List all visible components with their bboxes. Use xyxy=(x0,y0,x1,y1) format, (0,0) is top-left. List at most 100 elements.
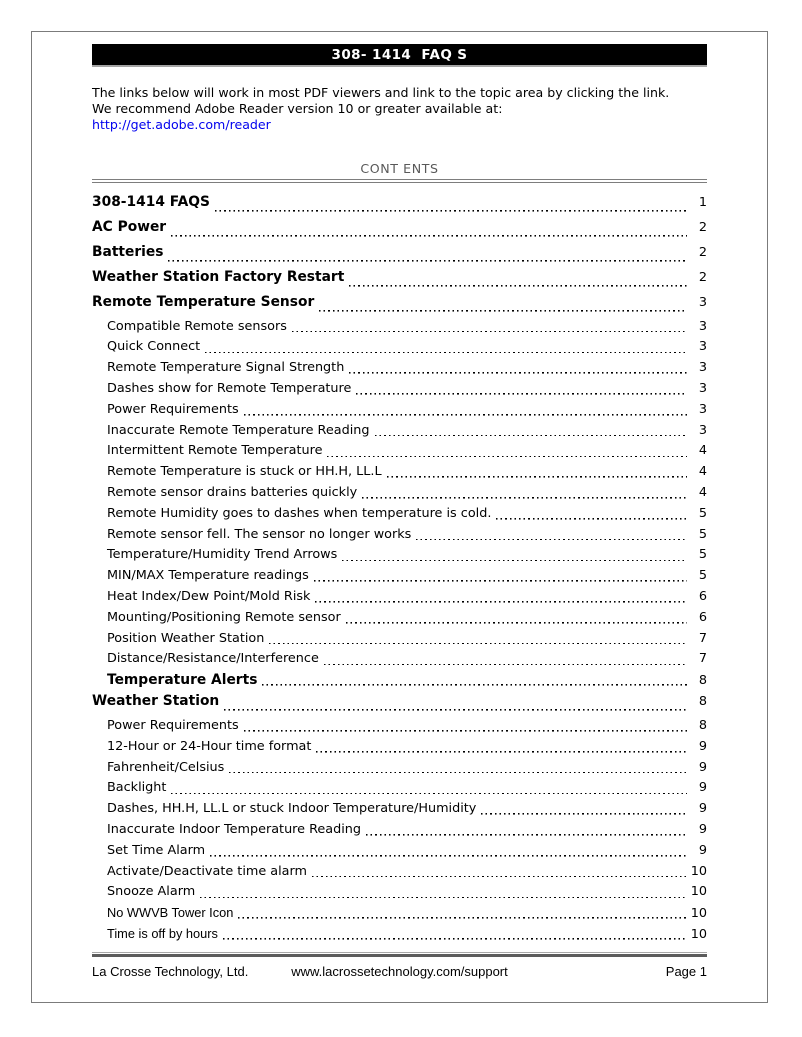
toc-dot-leader xyxy=(349,372,687,374)
toc-entry-title: Inaccurate Remote Temperature Reading xyxy=(107,422,370,438)
contents-heading: CONT ENTS xyxy=(360,160,439,176)
toc-entry[interactable]: Temperature Alerts 8 xyxy=(92,672,707,693)
toc-entry-title: Time is off by hours xyxy=(107,925,218,941)
toc-entry-page-number: 3 xyxy=(698,422,707,438)
toc-entry[interactable]: Remote Humidity goes to dashes when temp… xyxy=(92,506,707,527)
toc-entry[interactable]: Temperature/Humidity Trend Arrows 5 xyxy=(92,547,707,568)
toc-dot-leader xyxy=(205,351,687,354)
page-footer: La Crosse Technology, Ltd. www.lacrosset… xyxy=(92,964,707,979)
toc-entry-title: Remote sensor fell. The sensor no longer… xyxy=(107,526,412,542)
toc-entry[interactable]: Snooze Alarm 10 xyxy=(92,884,707,905)
toc-entry-page-number: 3 xyxy=(698,360,707,376)
toc-entry-page-number: 3 xyxy=(698,381,707,396)
toc-dot-leader xyxy=(262,683,687,686)
toc-dot-leader xyxy=(243,413,687,416)
footer-company: La Crosse Technology, Ltd. xyxy=(92,964,249,979)
toc-entry[interactable]: 308-1414 FAQS 1 xyxy=(92,194,707,219)
toc-entry[interactable]: Remote Temperature is stuck or HH.H, LL.… xyxy=(92,464,707,485)
toc-entry[interactable]: Batteries 2 xyxy=(92,244,707,269)
toc-entry-page-number: 3 xyxy=(698,339,707,355)
toc-entry[interactable]: Remote sensor drains batteries quickly 4 xyxy=(92,485,707,506)
toc-entry-title: Inaccurate Indoor Temperature Reading xyxy=(107,821,362,837)
toc-entry[interactable]: Remote sensor fell. The sensor no longer… xyxy=(92,527,707,548)
footer-block: La Crosse Technology, Ltd. www.lacrosset… xyxy=(92,952,707,979)
toc-entry-title: Distance/Resistance/Interference xyxy=(107,651,319,667)
toc-entry[interactable]: Set Time Alarm 9 xyxy=(92,843,707,864)
toc-entry-title: Temperature Alerts xyxy=(107,672,258,689)
toc-entry-title: Fahrenheit/Celsius xyxy=(107,759,225,775)
toc-entry[interactable]: Inaccurate Remote Temperature Reading 3 xyxy=(92,423,707,444)
toc-entry[interactable]: Mounting/Positioning Remote sensor 6 xyxy=(92,610,707,631)
toc-dot-leader xyxy=(323,663,687,666)
toc-dot-leader xyxy=(210,854,687,857)
toc-dot-leader xyxy=(345,621,687,624)
toc-entry[interactable]: Quick Connect 3 xyxy=(92,339,707,360)
toc-entry[interactable]: Dashes show for Remote Temperature 3 xyxy=(92,381,707,402)
toc-entry[interactable]: Compatible Remote sensors 3 xyxy=(92,319,707,340)
toc-entry[interactable]: Remote Temperature Signal Strength 3 xyxy=(92,360,707,381)
toc-entry[interactable]: Backlight 9 xyxy=(92,780,707,801)
toc-entry[interactable]: Power Requirements 8 xyxy=(92,718,707,739)
toc-entry-page-number: 8 xyxy=(698,693,707,709)
toc-entry[interactable]: Activate/Deactivate time alarm 10 xyxy=(92,864,707,885)
toc-dot-leader xyxy=(356,392,687,395)
toc-entry-title: Weather Station Factory Restart xyxy=(92,268,345,285)
toc-entry[interactable]: MIN/MAX Temperature readings 5 xyxy=(92,568,707,589)
toc-dot-leader xyxy=(327,455,687,458)
toc-entry-title: Temperature/Humidity Trend Arrows xyxy=(107,547,338,563)
footer-page-number: Page 1 xyxy=(665,964,707,979)
toc-entry[interactable]: Distance/Resistance/Interference 7 xyxy=(92,651,707,672)
toc-entry-page-number: 9 xyxy=(698,842,707,858)
toc-entry[interactable]: Heat Index/Dew Point/Mold Risk 6 xyxy=(92,589,707,610)
toc-dot-leader xyxy=(229,771,687,774)
toc-entry-page-number: 7 xyxy=(698,651,707,667)
toc-entry[interactable]: No WWVB Tower Icon 10 xyxy=(92,905,707,926)
toc-entry[interactable]: Dashes, HH.H, LL.L or stuck Indoor Tempe… xyxy=(92,801,707,822)
toc-entry[interactable]: Fahrenheit/Celsius 9 xyxy=(92,760,707,781)
toc-dot-leader xyxy=(171,234,687,237)
toc-entry-title: 308-1414 FAQS xyxy=(92,193,210,210)
toc-entry-title: No WWVB Tower Icon xyxy=(107,905,234,921)
toc-entry[interactable]: Position Weather Station 7 xyxy=(92,631,707,652)
toc-entry-page-number: 4 xyxy=(698,464,707,480)
toc-entry-title: Dashes, HH.H, LL.L or stuck Indoor Tempe… xyxy=(107,801,477,817)
intro-paragraph: The links below will work in most PDF vi… xyxy=(92,85,707,134)
toc-entry-title: Position Weather Station xyxy=(107,630,265,646)
toc-entry-page-number: 4 xyxy=(698,443,707,459)
toc-entry-title: Remote Temperature Sensor xyxy=(92,293,315,310)
toc-dot-leader xyxy=(319,309,687,312)
toc-dot-leader xyxy=(386,475,687,478)
toc-entry[interactable]: Time is off by hours 10 xyxy=(92,926,707,947)
toc-entry[interactable]: Power Requirements 3 xyxy=(92,402,707,423)
toc-entry-title: Remote Humidity goes to dashes when temp… xyxy=(107,505,492,521)
pdf-page: 308- 1414 FAQ S The links below will wor… xyxy=(31,31,768,1003)
toc-entry-page-number: 8 xyxy=(698,717,707,733)
toc-entry[interactable]: AC Power 2 xyxy=(92,219,707,244)
toc-entry-title: Heat Index/Dew Point/Mold Risk xyxy=(107,588,311,604)
toc-entry-page-number: 5 xyxy=(698,505,707,521)
toc-dot-leader xyxy=(312,875,687,878)
toc-entry-page-number: 10 xyxy=(690,884,707,900)
toc-entry-page-number: 3 xyxy=(698,401,707,417)
toc-entry-title: Batteries xyxy=(92,243,164,260)
toc-dot-leader xyxy=(291,330,687,333)
toc-entry[interactable]: Inaccurate Indoor Temperature Reading 9 xyxy=(92,822,707,843)
toc-dot-leader xyxy=(269,642,687,645)
toc-entry-title: Remote Temperature Signal Strength xyxy=(107,360,345,376)
toc-entry-title: Dashes show for Remote Temperature xyxy=(107,381,352,396)
toc-entry-page-number: 3 xyxy=(698,318,707,334)
toc-dot-leader xyxy=(214,209,687,212)
adobe-reader-link[interactable]: http://get.adobe.com/reader xyxy=(92,117,271,133)
toc-dot-leader xyxy=(496,517,687,520)
toc-dot-leader xyxy=(168,259,687,262)
toc-entry-page-number: 2 xyxy=(698,219,707,235)
toc-entry[interactable]: Weather Station 8 xyxy=(92,693,707,718)
toc-entry[interactable]: Intermittent Remote Temperature 4 xyxy=(92,443,707,464)
toc-entry-title: Remote Temperature is stuck or HH.H, LL.… xyxy=(107,464,382,480)
toc-entry-title: MIN/MAX Temperature readings xyxy=(107,568,309,584)
toc-entry[interactable]: Remote Temperature Sensor 3 xyxy=(92,294,707,319)
toc-entry-page-number: 8 xyxy=(698,673,707,689)
toc-entry[interactable]: 12-Hour or 24-Hour time format 9 xyxy=(92,739,707,760)
toc-entry-page-number: 9 xyxy=(698,738,707,754)
toc-entry[interactable]: Weather Station Factory Restart 2 xyxy=(92,269,707,294)
